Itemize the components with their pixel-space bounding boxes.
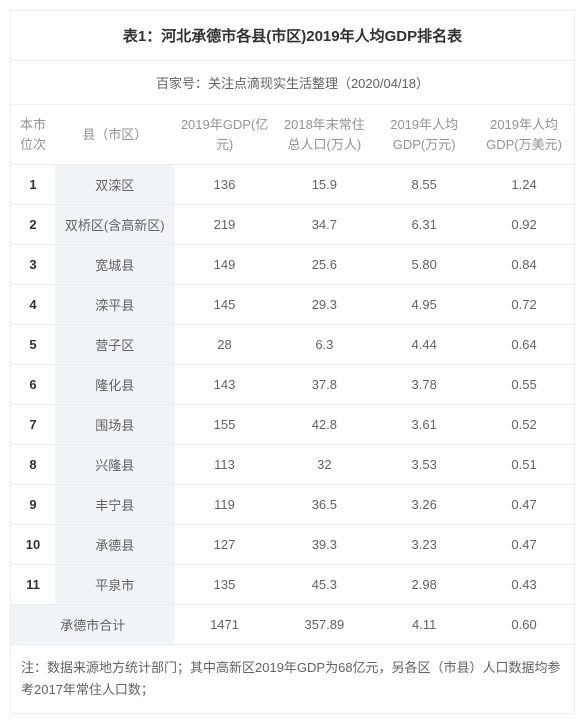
cell-pcgdp-usd: 0.64 bbox=[474, 325, 574, 365]
cell-name: 滦平县 bbox=[55, 285, 175, 325]
cell-pcgdp-usd: 0.72 bbox=[474, 285, 574, 325]
col-header-pcgdp-usd: 2019年人均GDP(万美元) bbox=[474, 105, 574, 165]
cell-pop: 29.3 bbox=[274, 285, 374, 325]
table-subtitle: 百家号：关注点滴现实生活整理（2020/04/18） bbox=[11, 61, 574, 105]
cell-rank: 8 bbox=[11, 445, 55, 485]
cell-rank: 11 bbox=[11, 565, 55, 605]
cell-rank: 9 bbox=[11, 485, 55, 525]
col-header-gdp: 2019年GDP(亿元) bbox=[175, 105, 275, 165]
cell-pop: 15.9 bbox=[274, 165, 374, 205]
table-row: 8兴隆县113323.530.51 bbox=[11, 445, 574, 485]
cell-name: 承德县 bbox=[55, 525, 175, 565]
table-row: 2双桥区(含高新区)21934.76.310.92 bbox=[11, 205, 574, 245]
col-header-rank: 本市位次 bbox=[11, 105, 55, 165]
cell-gdp: 135 bbox=[175, 565, 275, 605]
cell-pcgdp-usd: 0.47 bbox=[474, 525, 574, 565]
cell-pcgdp: 8.55 bbox=[374, 165, 474, 205]
ranking-table-container: 表1：河北承德市各县(市区)2019年人均GDP排名表 百家号：关注点滴现实生活… bbox=[10, 10, 575, 714]
table-footnote: 注：数据来源地方统计部门；其中高新区2019年GDP为68亿元，另各区（市县）人… bbox=[11, 645, 574, 713]
cell-pcgdp: 4.95 bbox=[374, 285, 474, 325]
cell-gdp: 119 bbox=[175, 485, 275, 525]
cell-pcgdp-usd: 1.24 bbox=[474, 165, 574, 205]
cell-rank: 7 bbox=[11, 405, 55, 445]
table-total-row: 承德市合计1471357.894.110.60 bbox=[11, 605, 574, 645]
cell-pcgdp-usd: 0.51 bbox=[474, 445, 574, 485]
cell-pop: 45.3 bbox=[274, 565, 374, 605]
cell-rank: 10 bbox=[11, 525, 55, 565]
col-header-pcgdp: 2019年人均GDP(万元) bbox=[374, 105, 474, 165]
table-row: 4滦平县14529.34.950.72 bbox=[11, 285, 574, 325]
cell-gdp: 136 bbox=[175, 165, 275, 205]
cell-rank: 5 bbox=[11, 325, 55, 365]
cell-rank: 3 bbox=[11, 245, 55, 285]
cell-pop: 25.6 bbox=[274, 245, 374, 285]
cell-gdp: 149 bbox=[175, 245, 275, 285]
cell-pcgdp: 3.23 bbox=[374, 525, 474, 565]
table-row: 6隆化县14337.83.780.55 bbox=[11, 365, 574, 405]
table-row: 11平泉市13545.32.980.43 bbox=[11, 565, 574, 605]
cell-pcgdp-usd: 0.43 bbox=[474, 565, 574, 605]
col-header-name: 县（市区） bbox=[55, 105, 175, 165]
cell-pcgdp: 6.31 bbox=[374, 205, 474, 245]
cell-pcgdp-usd: 0.84 bbox=[474, 245, 574, 285]
cell-pcgdp: 3.26 bbox=[374, 485, 474, 525]
cell-pcgdp-usd: 0.55 bbox=[474, 365, 574, 405]
cell-gdp: 28 bbox=[175, 325, 275, 365]
table-row: 10承德县12739.33.230.47 bbox=[11, 525, 574, 565]
cell-name: 宽城县 bbox=[55, 245, 175, 285]
cell-name: 营子区 bbox=[55, 325, 175, 365]
table-row: 5营子区286.34.440.64 bbox=[11, 325, 574, 365]
cell-gdp: 155 bbox=[175, 405, 275, 445]
cell-rank: 4 bbox=[11, 285, 55, 325]
cell-pcgdp: 4.44 bbox=[374, 325, 474, 365]
cell-total-gdp: 1471 bbox=[175, 605, 275, 645]
cell-pcgdp-usd: 0.47 bbox=[474, 485, 574, 525]
cell-name: 双桥区(含高新区) bbox=[55, 205, 175, 245]
cell-gdp: 127 bbox=[175, 525, 275, 565]
cell-pcgdp: 3.61 bbox=[374, 405, 474, 445]
cell-pop: 42.8 bbox=[274, 405, 374, 445]
cell-pop: 6.3 bbox=[274, 325, 374, 365]
cell-pcgdp: 3.78 bbox=[374, 365, 474, 405]
cell-total-pcgdp-usd: 0.60 bbox=[474, 605, 574, 645]
cell-name: 隆化县 bbox=[55, 365, 175, 405]
cell-total-pop: 357.89 bbox=[274, 605, 374, 645]
cell-total-pcgdp: 4.11 bbox=[374, 605, 474, 645]
cell-pcgdp: 2.98 bbox=[374, 565, 474, 605]
cell-gdp: 143 bbox=[175, 365, 275, 405]
table-row: 9丰宁县11936.53.260.47 bbox=[11, 485, 574, 525]
cell-gdp: 113 bbox=[175, 445, 275, 485]
cell-pcgdp: 3.53 bbox=[374, 445, 474, 485]
cell-pcgdp-usd: 0.52 bbox=[474, 405, 574, 445]
cell-name: 平泉市 bbox=[55, 565, 175, 605]
table-header-row: 本市位次 县（市区） 2019年GDP(亿元) 2018年末常住总人口(万人) … bbox=[11, 105, 574, 165]
cell-gdp: 145 bbox=[175, 285, 275, 325]
cell-pop: 39.3 bbox=[274, 525, 374, 565]
cell-rank: 1 bbox=[11, 165, 55, 205]
cell-pop: 37.8 bbox=[274, 365, 374, 405]
cell-pcgdp-usd: 0.92 bbox=[474, 205, 574, 245]
cell-rank: 6 bbox=[11, 365, 55, 405]
col-header-pop: 2018年末常住总人口(万人) bbox=[274, 105, 374, 165]
table-row: 3宽城县14925.65.800.84 bbox=[11, 245, 574, 285]
cell-rank: 2 bbox=[11, 205, 55, 245]
table-title: 表1：河北承德市各县(市区)2019年人均GDP排名表 bbox=[11, 11, 574, 61]
cell-pop: 34.7 bbox=[274, 205, 374, 245]
cell-pop: 36.5 bbox=[274, 485, 374, 525]
cell-name: 围场县 bbox=[55, 405, 175, 445]
cell-total-label: 承德市合计 bbox=[11, 605, 175, 645]
cell-pop: 32 bbox=[274, 445, 374, 485]
cell-gdp: 219 bbox=[175, 205, 275, 245]
table-row: 7围场县15542.83.610.52 bbox=[11, 405, 574, 445]
table-row: 1双滦区13615.98.551.24 bbox=[11, 165, 574, 205]
ranking-table: 本市位次 县（市区） 2019年GDP(亿元) 2018年末常住总人口(万人) … bbox=[11, 105, 574, 645]
cell-name: 兴隆县 bbox=[55, 445, 175, 485]
cell-name: 丰宁县 bbox=[55, 485, 175, 525]
cell-name: 双滦区 bbox=[55, 165, 175, 205]
cell-pcgdp: 5.80 bbox=[374, 245, 474, 285]
